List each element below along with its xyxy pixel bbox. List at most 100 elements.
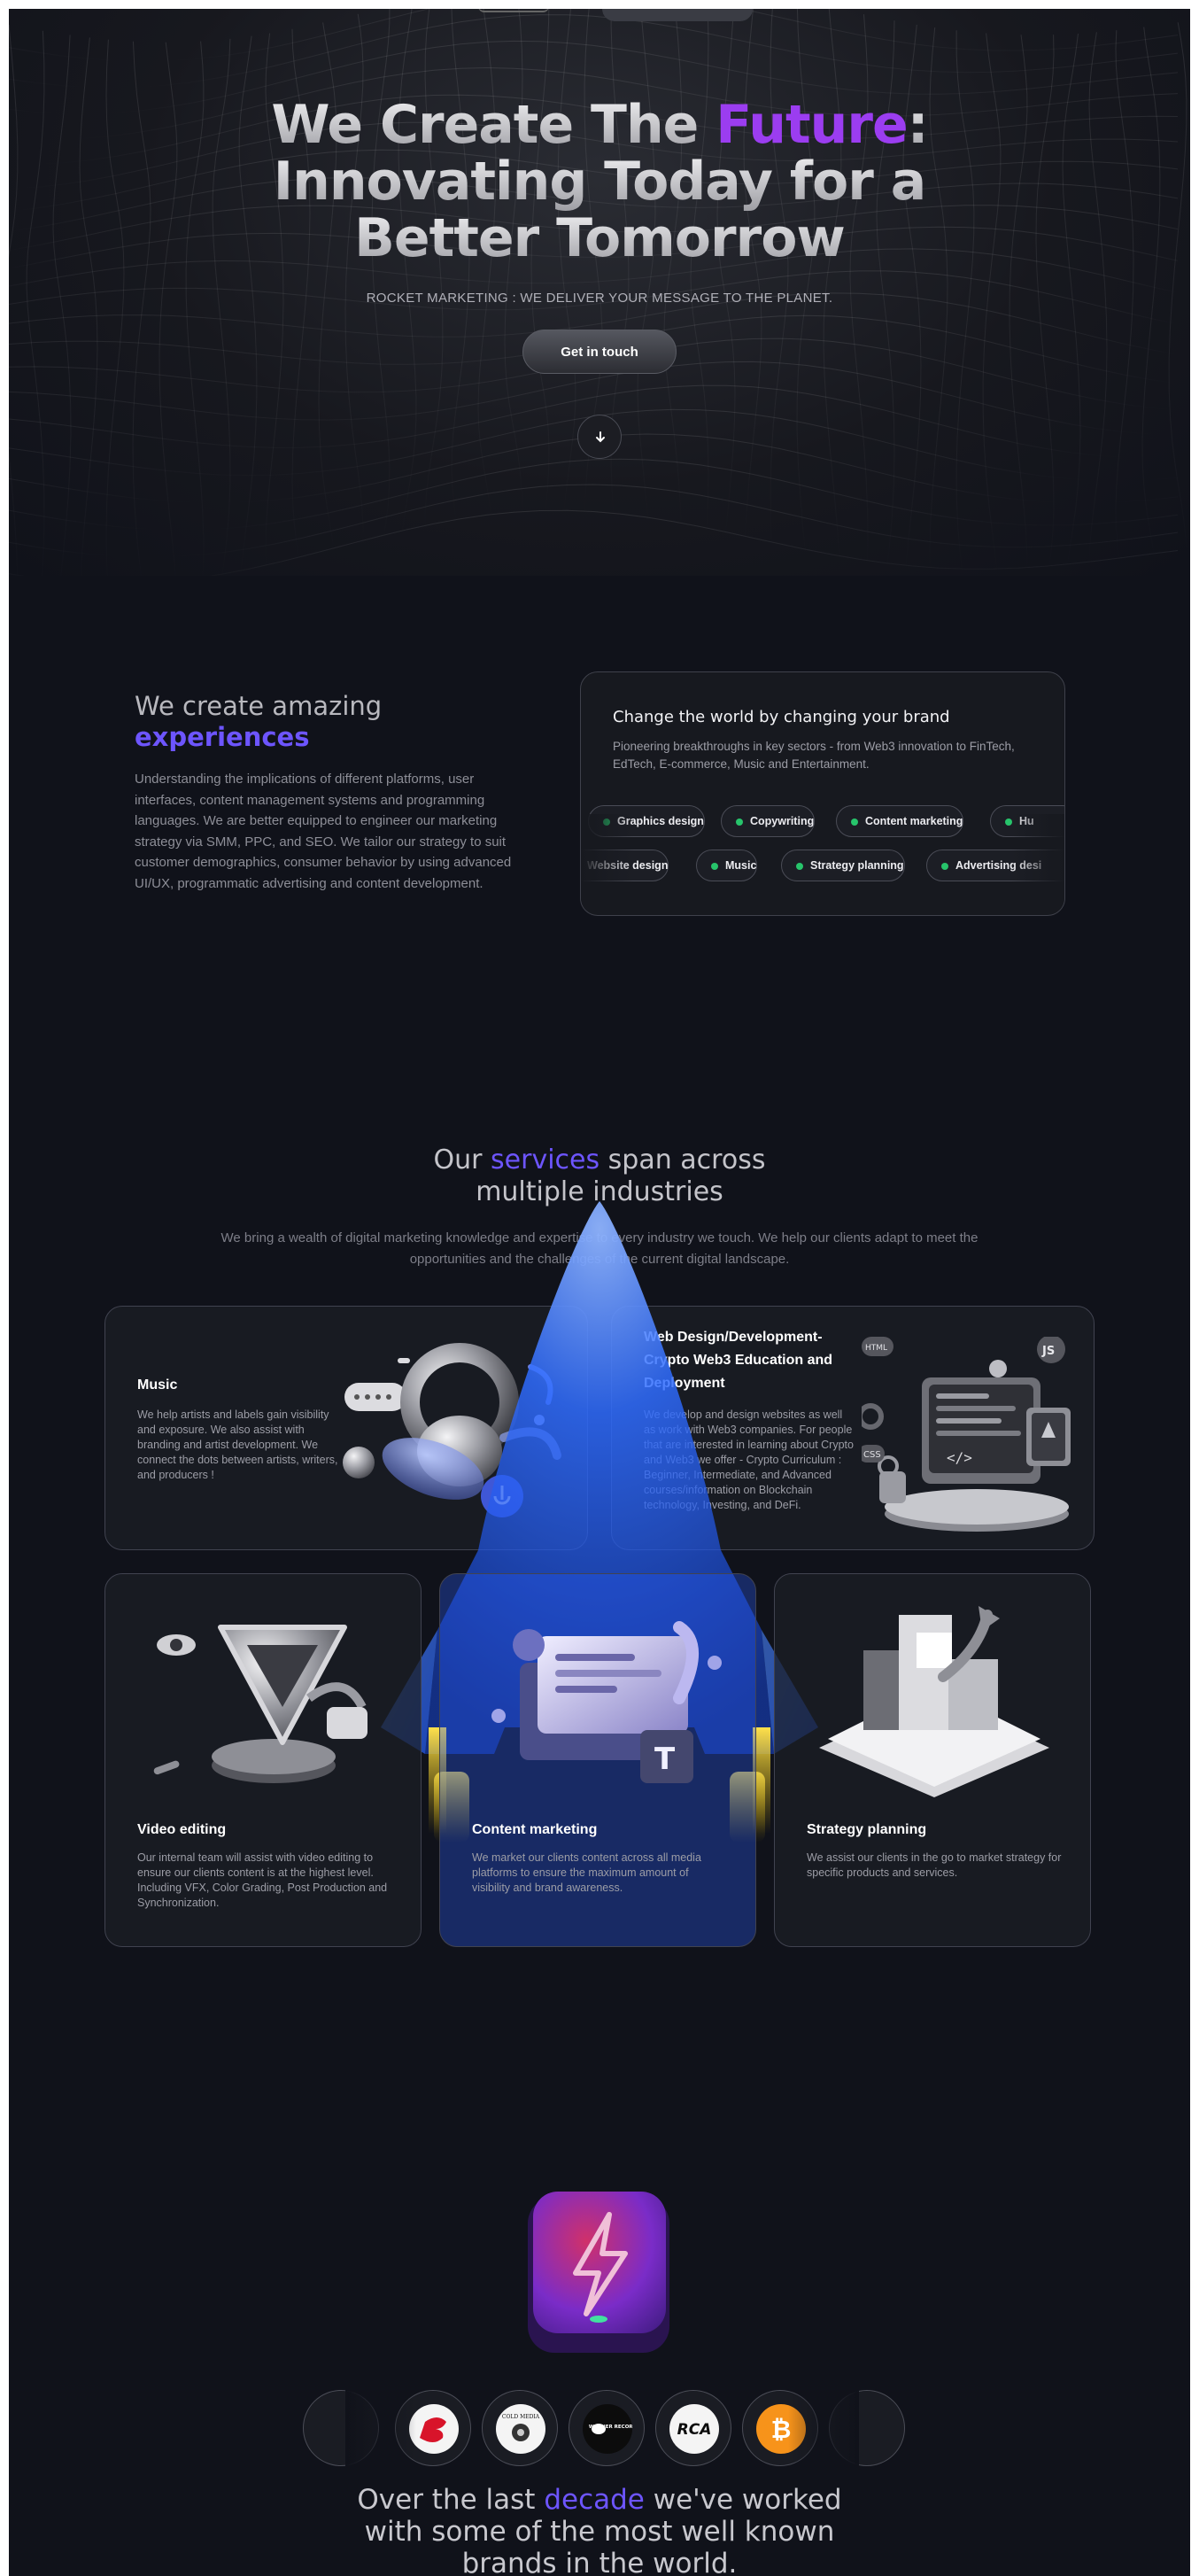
service-card-video-editing[interactable]: Video editing Our internal team will ass…: [104, 1573, 422, 1947]
service-card-title: Video editing: [137, 1822, 227, 1837]
page: We Create The Future: Innovating Today f…: [9, 9, 1190, 2576]
status-dot-icon: [796, 863, 803, 870]
mesh-line: [9, 94, 1179, 166]
service-card-text: We help artists and labels gain visibili…: [137, 1408, 338, 1481]
hero-title-text: Innovating Today for a: [273, 151, 926, 213]
status-dot-icon: [1005, 819, 1012, 826]
mesh-line: [451, 9, 470, 526]
status-dot-icon: [851, 819, 858, 826]
lightning-app-icon: [528, 2192, 669, 2353]
logo-cold-media[interactable]: COLD MEDIA: [482, 2390, 558, 2466]
mesh-line: [796, 9, 816, 559]
mesh-line: [876, 20, 895, 571]
experiences-title-accent: experiences: [135, 722, 310, 752]
web-code-monitor-icon: </> CSS HTML JS: [862, 1337, 1071, 1532]
services-title-accent: services: [491, 1144, 600, 1175]
get-in-touch-button[interactable]: Get in touch: [522, 330, 677, 374]
strategy-blocks-icon: [819, 1606, 1049, 1797]
hero-mesh-background: [9, 9, 1187, 576]
mesh-line: [212, 38, 231, 576]
mesh-line: [9, 205, 1179, 252]
chip-content-marketing[interactable]: Content marketing: [836, 805, 964, 837]
mesh-line: [1009, 35, 1028, 573]
status-dot-icon: [736, 819, 743, 826]
mesh-line: [26, 30, 45, 576]
arrow-down-icon: [596, 431, 605, 443]
mesh-line: [9, 484, 1179, 558]
chip-music[interactable]: Music: [696, 850, 758, 881]
mesh-line: [9, 270, 1179, 325]
status-dot-icon: [711, 863, 718, 870]
hero-title-colon: :: [907, 94, 929, 156]
mesh-line: [955, 30, 975, 576]
service-card-title: Music: [137, 1377, 178, 1393]
mesh-line: [132, 41, 151, 576]
mesh-line: [1035, 35, 1055, 571]
service-card-title: Content marketing: [472, 1822, 598, 1837]
chip-label: Content marketing: [865, 815, 963, 827]
mesh-line: [1088, 32, 1108, 567]
mesh-line: [1168, 22, 1187, 555]
mesh-line: [770, 9, 789, 552]
nav-menu-button[interactable]: [602, 9, 753, 21]
scroll-down-button[interactable]: [577, 415, 622, 459]
services-title: Our services span across: [9, 1144, 1190, 1175]
mesh-line: [398, 9, 417, 537]
rca-icon: RCA: [677, 2421, 712, 2439]
css-badge-label: CSS: [863, 1450, 881, 1460]
service-card-text: We assist our clients in the go to marke…: [807, 1851, 1062, 1879]
hero-title-line-1: We Create The Future:: [9, 94, 1190, 156]
html-badge-label: HTML: [865, 1344, 887, 1353]
chip-fade-left: [581, 814, 634, 912]
brand-card-title: Change the world by changing your brand: [613, 708, 950, 726]
nav-logo-fragment[interactable]: [478, 9, 549, 12]
service-card-title: Strategy planning: [807, 1822, 927, 1837]
carousel-fade-right: [788, 2386, 859, 2470]
brands-title-text: Over the last: [357, 2484, 545, 2516]
experiences-title: We create amazing: [135, 691, 383, 721]
mesh-line: [663, 9, 683, 532]
mesh-line: [9, 121, 1179, 190]
logo-rca[interactable]: RCA: [655, 2390, 731, 2466]
mesh-line: [982, 33, 1002, 575]
service-card-content-marketing[interactable]: T Content marketing We market our client…: [439, 1573, 756, 1947]
mesh-line: [929, 27, 948, 575]
hero-title-line-3: Better Tomorrow: [9, 207, 1190, 269]
experiences-body: Understanding the implications of differ…: [135, 772, 512, 891]
text-tool-label: T: [654, 1742, 676, 1777]
brands-title-accent: decade: [544, 2484, 645, 2516]
mesh-line: [9, 24, 19, 576]
mesh-line: [424, 9, 444, 531]
mesh-line: [902, 24, 922, 573]
mesh-line: [9, 292, 1179, 355]
mesh-line: [9, 226, 1179, 269]
chip-copywriting[interactable]: Copywriting: [721, 805, 816, 837]
logo-warner-records[interactable]: WARNER RECORDS: [569, 2390, 645, 2466]
mesh-line: [265, 33, 284, 571]
mesh-line: [238, 35, 258, 576]
hero-title-text: We Create The: [271, 94, 716, 156]
mesh-line: [1062, 33, 1081, 570]
mesh-line: [1115, 30, 1134, 563]
mesh-line: [344, 13, 364, 547]
cold-media-icon: COLD MEDIA: [502, 2414, 540, 2441]
chip-label: Strategy planning: [810, 859, 904, 872]
mesh-line: [159, 42, 178, 576]
service-card-music[interactable]: Music We help artists and labels gain vi…: [104, 1306, 588, 1550]
cold-media-label: COLD MEDIA: [502, 2414, 540, 2420]
mesh-line: [477, 9, 497, 521]
brands-title-line-3: brands in the world.: [461, 2548, 738, 2576]
hero-title-accent: Future: [716, 94, 908, 156]
brands-title-text: we've worked: [644, 2484, 842, 2516]
services-title-text: Our: [433, 1144, 491, 1175]
service-card-strategy-planning[interactable]: Strategy planning We assist our clients …: [774, 1573, 1091, 1947]
warner-records-icon: WARNER RECORDS: [589, 2424, 632, 2434]
mesh-line: [185, 41, 205, 576]
chip-strategy-planning[interactable]: Strategy planning: [781, 850, 905, 881]
carousel-fade-left: [345, 2386, 416, 2470]
mesh-line: [371, 9, 391, 541]
brands-title-line-1: Over the last decade we've worked: [9, 2484, 1190, 2516]
mesh-line: [105, 39, 125, 576]
status-dot-icon: [941, 863, 948, 870]
mesh-line: [52, 35, 72, 576]
